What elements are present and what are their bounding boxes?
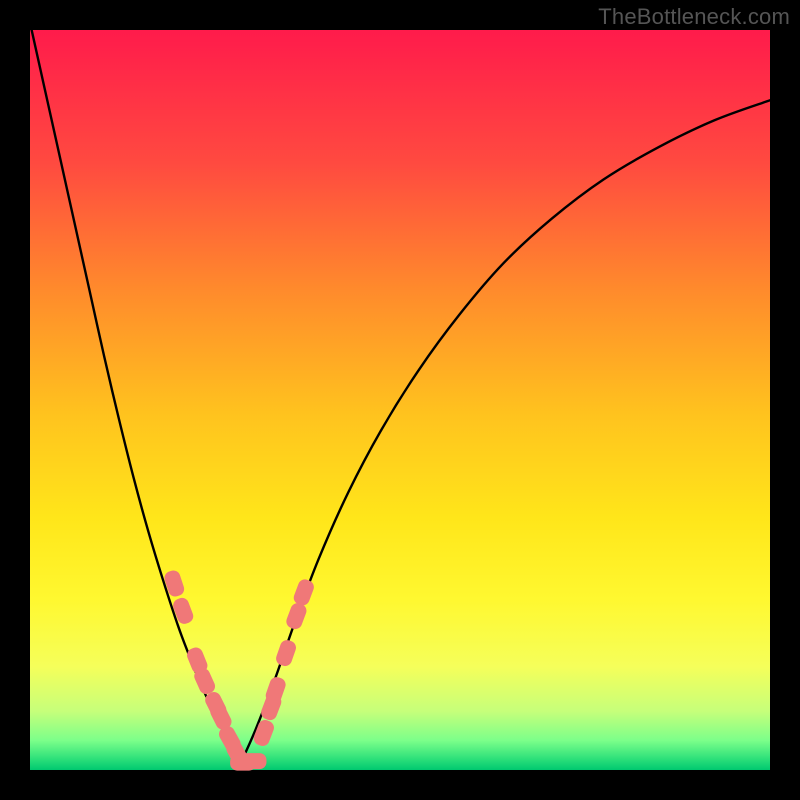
curve-left [30, 23, 241, 763]
marker-group [163, 569, 316, 771]
data-marker [252, 718, 276, 748]
data-marker [163, 569, 186, 599]
watermark-text: TheBottleneck.com [598, 4, 790, 30]
chart-overlay-svg [0, 0, 800, 800]
data-marker [284, 601, 308, 631]
data-marker [292, 577, 316, 607]
data-marker [171, 596, 195, 626]
curve-right [241, 100, 770, 762]
chart-stage: TheBottleneck.com [0, 0, 800, 800]
data-marker [274, 638, 298, 668]
data-marker [240, 753, 266, 769]
